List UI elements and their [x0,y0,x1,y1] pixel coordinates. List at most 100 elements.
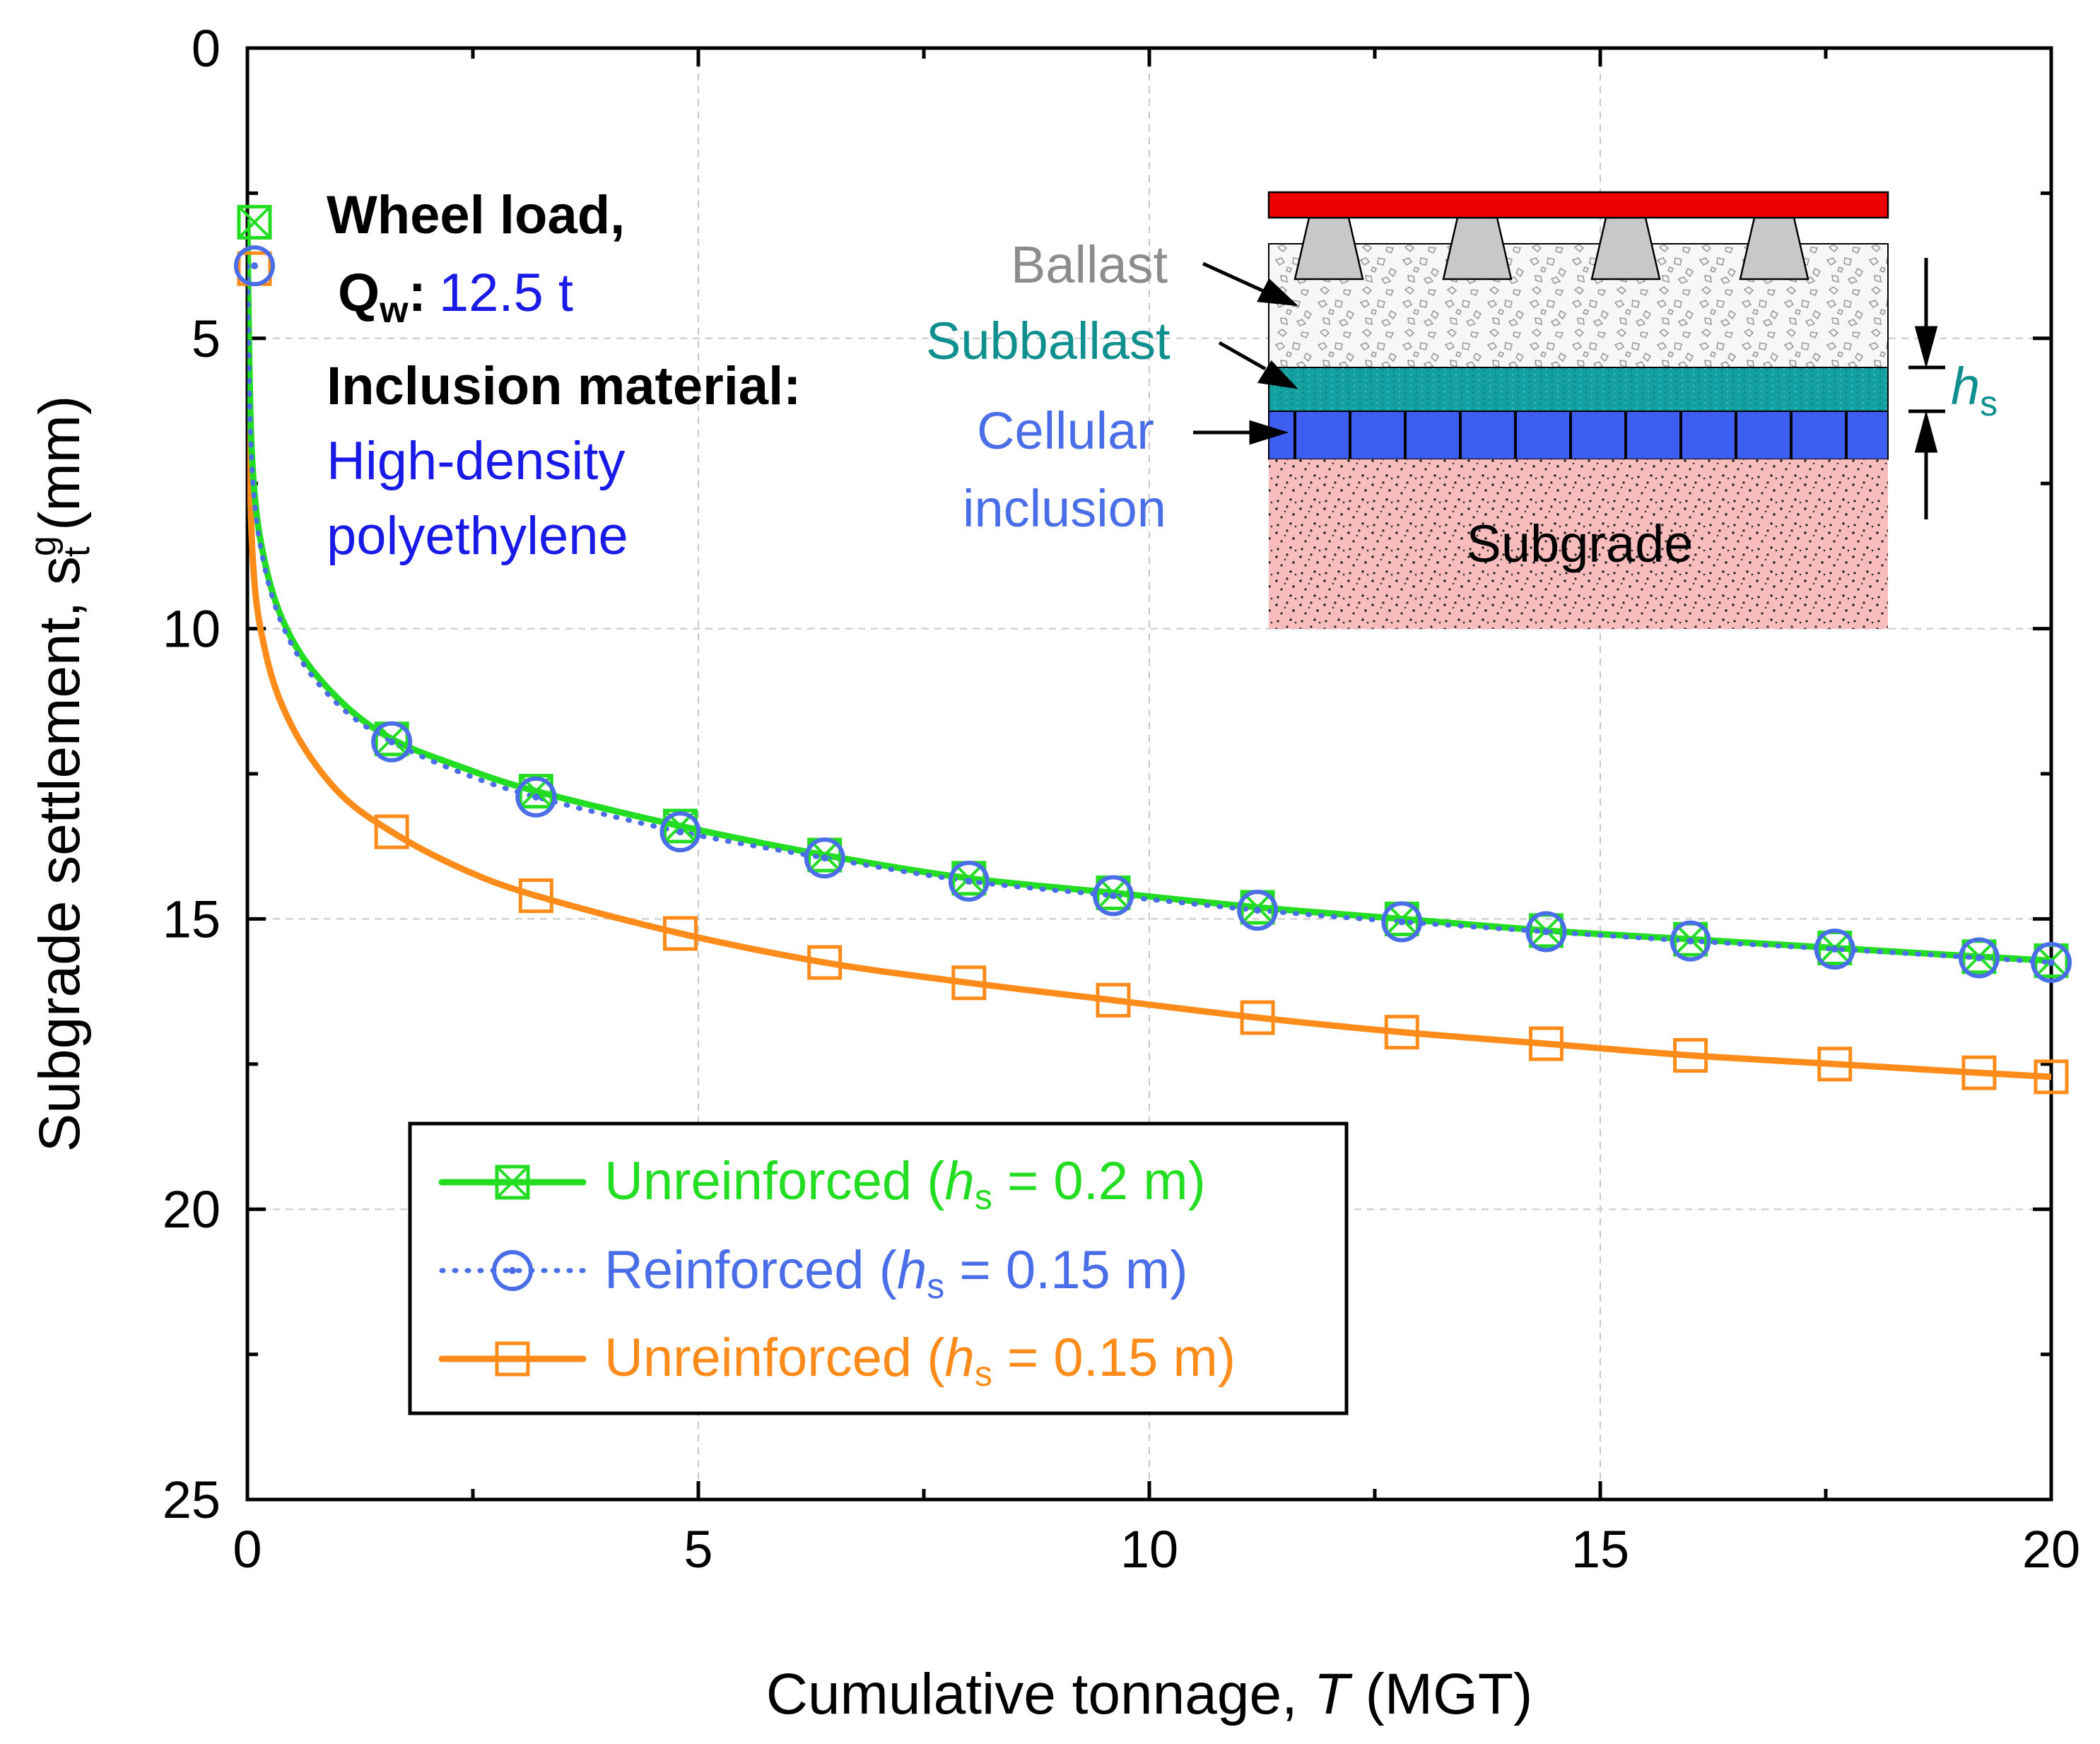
cellular-label-1: Cellular [977,401,1154,460]
y-axis-title-symbol: s [28,556,92,585]
legend-entry-2-pre: Unreinforced ( [604,1328,945,1388]
sleepers [1294,216,1809,281]
series-1-marker-8 [1525,911,1567,953]
x-axis-title-unit: (MGT) [1349,1662,1533,1726]
legend-entry-2: Unreinforced (hs = 0.15 m) [604,1328,1236,1394]
cellular-inclusion-layer [1268,411,1889,460]
y-axis-title-sub: t [57,546,98,557]
series-1-marker-4 [948,860,990,902]
x-tick-label-0: 0 [233,1520,262,1579]
legend-marker-1 [492,1250,533,1291]
series-2-marker-3 [807,945,843,980]
y-tick-label-3: 15 [163,890,221,948]
series-2-marker-10 [1817,1047,1853,1082]
series-1-marker-9 [1670,920,1711,962]
series-1-marker-0 [371,721,413,762]
series-2-marker-7 [1384,1015,1419,1050]
legend-marker-0 [495,1165,530,1200]
legend-entry-1-sub: s [927,1266,944,1306]
x-tick-label-3: 15 [1571,1520,1629,1579]
legend-entry-0: Unreinforced (hs = 0.2 m) [604,1151,1206,1217]
series-1-marker-3 [804,837,845,879]
sleeper-2 [1590,216,1661,281]
legend-entry-1-post: = 0.15 m) [944,1240,1187,1300]
y-tick-label-5: 25 [163,1471,221,1529]
sleeper-3 [1739,216,1809,281]
cellular-label-2: inclusion [963,479,1166,538]
series-1-marker-5 [1092,875,1134,917]
legend-entry-2-h: h [945,1328,975,1388]
series-0-marker-start [237,204,272,240]
legend-entry-1-pre: Reinforced ( [604,1240,897,1300]
series-2-marker-6 [1240,1000,1275,1035]
series-1-marker-7 [1381,901,1423,943]
y-tick-label-1: 5 [192,310,221,368]
inclusion-material-label: Inclusion material: [327,356,802,416]
legend-entry-2-sub: s [975,1354,992,1394]
series-1-marker-12 [2031,942,2072,984]
x-tick-label-1: 5 [684,1520,712,1579]
series-2-marker-11 [1961,1055,1997,1090]
q-subscript: w [379,290,409,331]
series-1-marker-10 [1814,929,1855,970]
series-1-marker-6 [1237,890,1279,931]
ballast-label: Ballast [1011,235,1168,294]
y-axis-title-unit: (mm) [28,396,92,547]
x-tick-label-2: 10 [1120,1520,1178,1579]
y-tick-label-0: 0 [192,19,221,78]
q-colon: : [409,263,426,323]
wheel-load-value: Qw: 12.5 t [338,263,573,331]
series-2-marker-9 [1673,1037,1708,1073]
track-section-inset: Ballast Subballast Cellular inclusion Su… [926,191,1998,629]
x-axis-title-prefix: Cumulative tonnage, [766,1662,1314,1726]
legend-entry-0-sub: s [975,1177,992,1217]
legend: Unreinforced (hs = 0.2 m) Reinforced (hs… [408,1121,1349,1415]
sleeper-1 [1442,216,1513,281]
series-1-marker-start [234,245,275,287]
subgrade-layer [1269,459,1888,629]
hs-label: hs [1951,357,1998,423]
hs-symbol: h [1951,357,1980,416]
hs-subscript: s [1980,384,1998,423]
series-2-marker-1 [518,878,553,914]
legend-marker-2 [495,1341,530,1377]
x-axis-title: Cumulative tonnage, T (MGT) [766,1662,1533,1726]
y-tick-label-4: 20 [163,1180,221,1239]
y-axis-title-prefix: Subgrade settlement, [28,585,92,1152]
series-2-marker-8 [1528,1026,1564,1061]
legend-entry-0-h: h [945,1151,975,1211]
x-axis-title-var: T [1314,1662,1353,1726]
marker-layer [234,204,2072,1095]
y-axis-ticks: 0 5 10 15 20 25 [163,19,2051,1529]
series-2-marker-2 [662,916,698,951]
sleeper-0 [1294,216,1364,281]
series-2-marker-0 [374,814,409,849]
q-symbol: Q [338,263,380,323]
cellular-dividers [1294,411,1848,459]
hs-dimension [1908,258,1945,519]
y-axis-title: Subgrade settlement, sgt (mm) [23,396,98,1153]
rail [1267,191,1889,219]
legend-box [408,1121,1349,1415]
series-1-marker-1 [515,776,557,818]
material-line-1: High-density [327,431,625,491]
leader-arrows [1193,261,1299,445]
series-2-marker-12 [2034,1059,2069,1095]
series-1-marker-2 [659,811,701,853]
series-2-marker-5 [1096,982,1131,1018]
series-2-marker-4 [951,965,987,1001]
subballast-label: Subballast [926,312,1171,370]
series-1-marker-11 [1958,937,2000,979]
x-axis-ticks: 0 5 10 15 20 [233,48,2080,1579]
legend-entry-1-h: h [897,1240,927,1300]
wheel-load-label: Wheel load, [327,185,625,245]
series-line-2 [247,265,2051,1080]
legend-samples [438,1165,587,1377]
y-axis-title-sup: g [23,536,64,556]
legend-entry-2-post: = 0.15 m) [992,1328,1236,1388]
legend-entry-1: Reinforced (hs = 0.15 m) [604,1240,1188,1306]
material-line-2: polyethylene [327,506,628,566]
x-tick-label-4: 20 [2022,1520,2080,1579]
y-tick-label-2: 10 [163,600,221,659]
